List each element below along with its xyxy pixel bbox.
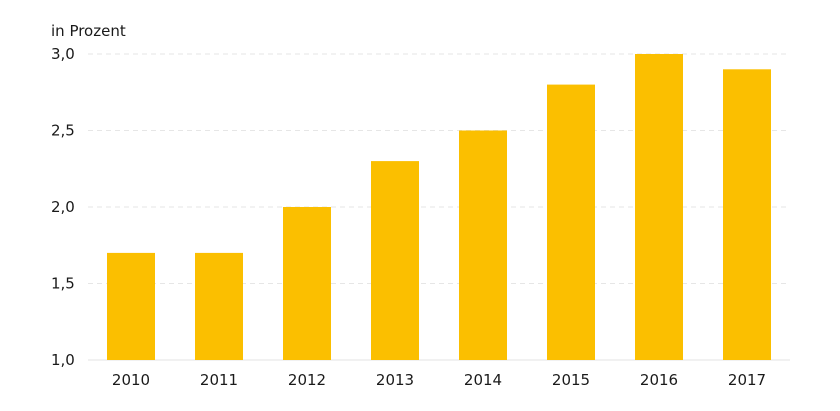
- y-tick-label: 3,0: [51, 45, 75, 63]
- x-tick-label: 2016: [640, 371, 678, 389]
- x-tick-label: 2012: [288, 371, 326, 389]
- x-tick-label: 2014: [464, 371, 502, 389]
- gridlines: [88, 53, 790, 361]
- bar-2011: [195, 252, 243, 360]
- y-tick-label: 2,5: [51, 122, 75, 140]
- x-tick-label: 2011: [200, 371, 238, 389]
- y-axis-unit-label: in Prozent: [51, 22, 126, 40]
- bar-2014: [459, 130, 507, 360]
- x-tick-label: 2015: [552, 371, 590, 389]
- x-tick-label: 2017: [728, 371, 766, 389]
- x-tick-label: 2013: [376, 371, 414, 389]
- bar-2013: [371, 161, 419, 360]
- y-tick-label: 1,5: [51, 275, 75, 293]
- y-tick-label: 2,0: [51, 198, 75, 216]
- bar-2015: [547, 84, 595, 360]
- bar-2012: [283, 207, 331, 360]
- y-axis-ticks: 1,0 1,5 2,0 2,5 3,0: [51, 45, 75, 369]
- bar-2017: [723, 69, 771, 361]
- bars: [107, 54, 771, 361]
- bar-2016: [635, 54, 683, 360]
- x-axis-ticks: 2010 2011 2012 2013 2014 2015 2016 2017: [112, 371, 766, 389]
- bar-2010: [107, 252, 155, 360]
- y-tick-label: 1,0: [51, 351, 75, 369]
- x-tick-label: 2010: [112, 371, 150, 389]
